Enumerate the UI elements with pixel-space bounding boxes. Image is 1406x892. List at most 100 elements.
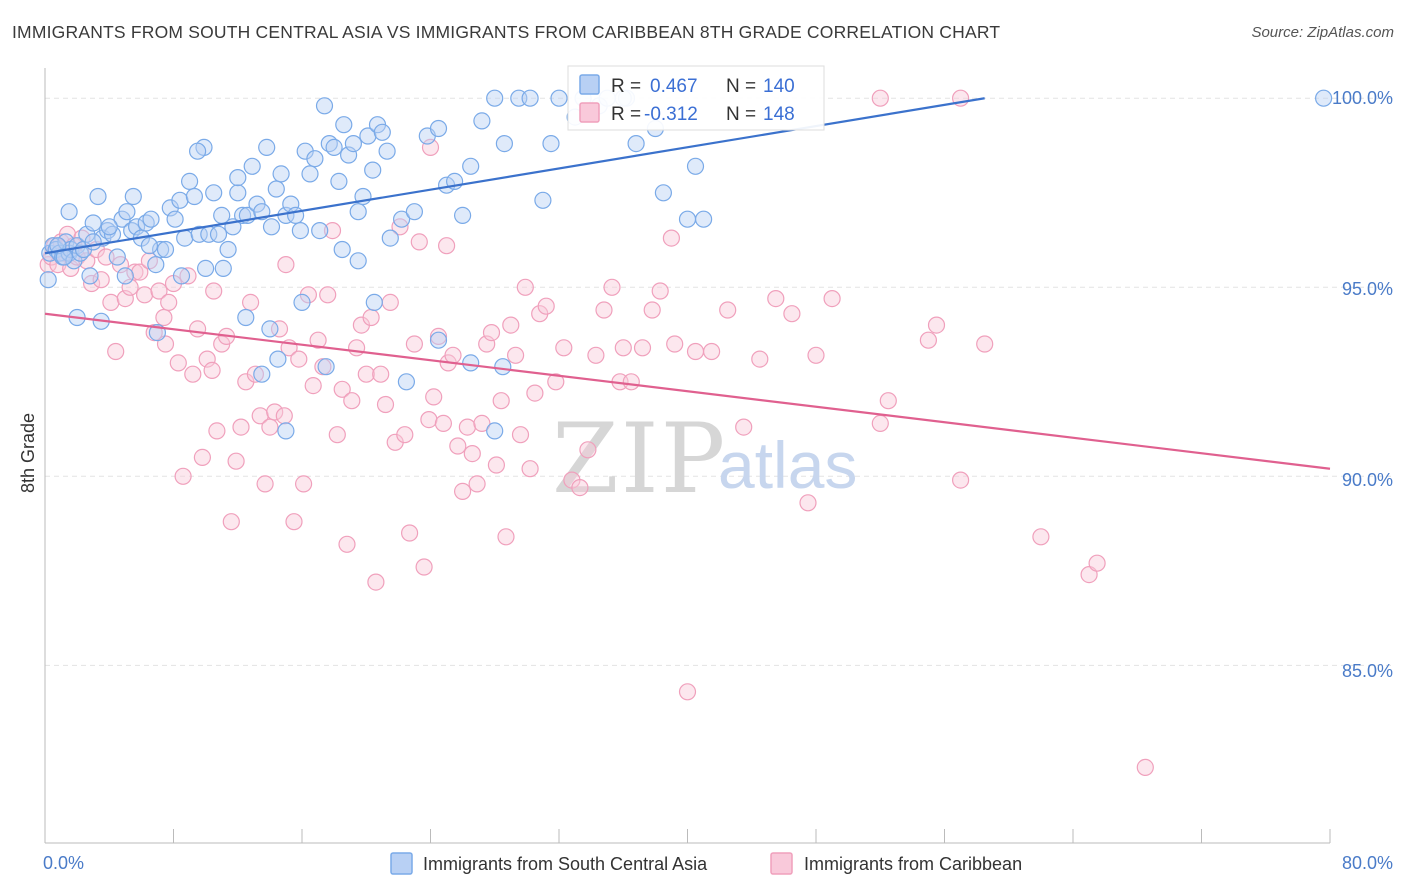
south-central-asia-point (325, 138, 343, 156)
caribbean-point (603, 278, 621, 296)
caribbean-point (506, 346, 525, 364)
south-central-asia-point (1314, 89, 1333, 107)
south-central-asia-point (397, 373, 415, 391)
caribbean-point (116, 290, 134, 308)
series-legend: Immigrants from South Central Asia Immig… (390, 852, 1022, 875)
south-central-asia-point (473, 112, 491, 130)
south-central-asia-point (205, 184, 223, 202)
caribbean-point (516, 278, 534, 296)
south-central-asia-point (185, 187, 203, 206)
south-central-asia-point (678, 210, 697, 228)
source-label: Source: ZipAtlas.com (1251, 24, 1394, 41)
series-legend-label-pink: Immigrants from Caribbean (804, 854, 1022, 874)
south-central-asia-point (116, 267, 134, 285)
legend-n-label-pink: N = (726, 104, 756, 125)
south-central-asia-point (152, 240, 170, 259)
caribbean-point (256, 475, 274, 493)
legend-n-label-blue: N = (726, 76, 756, 97)
caribbean-point (976, 335, 994, 353)
caribbean-point (261, 418, 279, 436)
caribbean-point (415, 558, 433, 576)
caribbean-point (666, 335, 684, 353)
caribbean-point (285, 513, 303, 531)
axes-layer (44, 68, 1331, 844)
south-central-asia-point (277, 422, 295, 440)
south-central-asia-point (486, 422, 504, 440)
caribbean-point (150, 282, 168, 300)
caribbean-point (735, 418, 753, 436)
caribbean-point (823, 290, 841, 308)
south-central-asia-point (534, 191, 552, 209)
south-central-asia-point (627, 135, 645, 153)
y-tick-label-90: 90.0% (1342, 470, 1393, 490)
south-central-asia-point (494, 358, 512, 376)
legend-swatch-pink (579, 102, 600, 123)
south-central-asia-point (335, 116, 353, 134)
caribbean-point (526, 384, 544, 402)
trend-layer (44, 97, 1331, 470)
south-central-asia-point (214, 259, 232, 277)
south-central-asia-point (39, 271, 57, 289)
caribbean-point (222, 513, 240, 531)
south-central-asia-point (301, 165, 319, 183)
caribbean-point (434, 414, 452, 432)
south-central-asia-point (311, 222, 329, 240)
south-central-asia-point (359, 127, 377, 145)
south-central-asia-point (118, 203, 136, 221)
caribbean-point (401, 524, 419, 542)
caribbean-point (420, 411, 438, 429)
south-central-asia-point (172, 267, 191, 285)
caribbean-point (521, 460, 539, 478)
caribbean-point (1136, 758, 1154, 777)
south-central-asia-point (100, 218, 118, 236)
south-central-asia-point (262, 218, 281, 236)
south-central-asia-point (89, 187, 107, 206)
south-central-asia-point (291, 222, 309, 240)
south-central-asia-point (171, 191, 189, 209)
caribbean-point (449, 437, 467, 455)
caribbean-point (555, 339, 573, 357)
south-central-asia-point (253, 203, 271, 221)
south-central-asia-point (229, 169, 247, 187)
caribbean-point (429, 327, 448, 345)
caribbean-point (126, 263, 144, 281)
south-central-asia-point (349, 203, 367, 221)
caribbean-point (208, 422, 226, 440)
south-central-asia-point (293, 293, 311, 311)
legend-swatch-blue (579, 74, 600, 95)
caribbean-point (454, 482, 472, 500)
south-central-asia-point (197, 259, 215, 277)
y-tick-label-95: 95.0% (1342, 279, 1393, 299)
caribbean-point (348, 339, 366, 357)
caribbean-point (367, 573, 385, 591)
caribbean-point (160, 293, 178, 311)
south-central-asia-trendline (44, 97, 985, 255)
south-central-asia-point (330, 172, 348, 190)
caribbean-point (871, 414, 889, 432)
caribbean-point (295, 475, 313, 493)
south-central-asia-point (454, 206, 472, 224)
caribbean-point (275, 407, 293, 425)
south-central-asia-point (542, 135, 560, 153)
caribbean-point (333, 380, 351, 398)
caribbean-point (92, 271, 110, 289)
caribbean-point (879, 392, 897, 410)
caribbean-point (438, 237, 456, 255)
caribbean-trendline (44, 312, 1331, 470)
series-legend-swatch-pink (770, 852, 793, 875)
caribbean-point (376, 395, 395, 414)
caribbean-point (405, 335, 423, 353)
caribbean-point (678, 683, 697, 701)
south-central-asia-point (156, 240, 175, 259)
caribbean-point (184, 365, 202, 383)
caribbean-point (343, 392, 361, 410)
caribbean-point (473, 414, 491, 432)
caribbean-point (1032, 528, 1050, 546)
caribbean-point (304, 377, 322, 395)
south-central-asia-point (213, 206, 231, 224)
south-central-asia-point (429, 119, 448, 138)
south-central-asia-point (140, 237, 158, 255)
caribbean-point (381, 293, 399, 311)
caribbean-point (203, 361, 221, 379)
watermark-atlas: atlas (718, 428, 857, 502)
